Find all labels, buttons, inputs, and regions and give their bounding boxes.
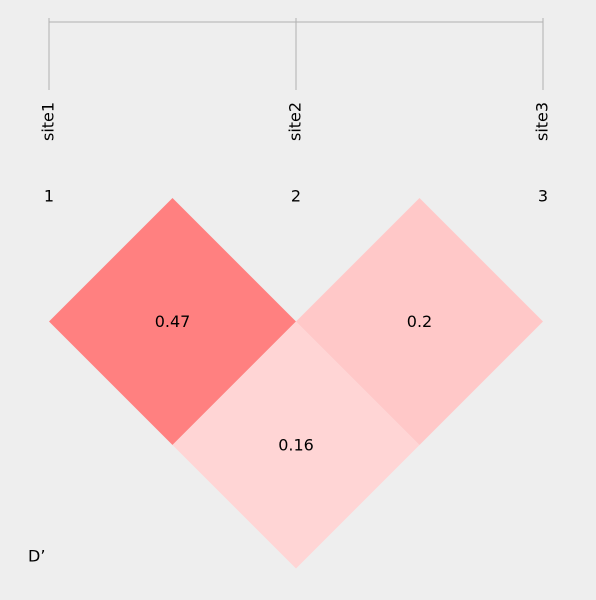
- ld-value: 0.16: [278, 436, 314, 455]
- ld-cell: [296, 198, 543, 445]
- site-number: 1: [44, 187, 54, 206]
- site-number: 3: [538, 187, 548, 206]
- measure-label: D’: [28, 547, 45, 566]
- site-number: 2: [291, 187, 301, 206]
- ld-value: 0.2: [407, 312, 432, 331]
- site-label: site2: [286, 102, 305, 141]
- site-label: site3: [533, 102, 552, 141]
- site-label: site1: [39, 102, 58, 141]
- ld-value: 0.47: [155, 312, 191, 331]
